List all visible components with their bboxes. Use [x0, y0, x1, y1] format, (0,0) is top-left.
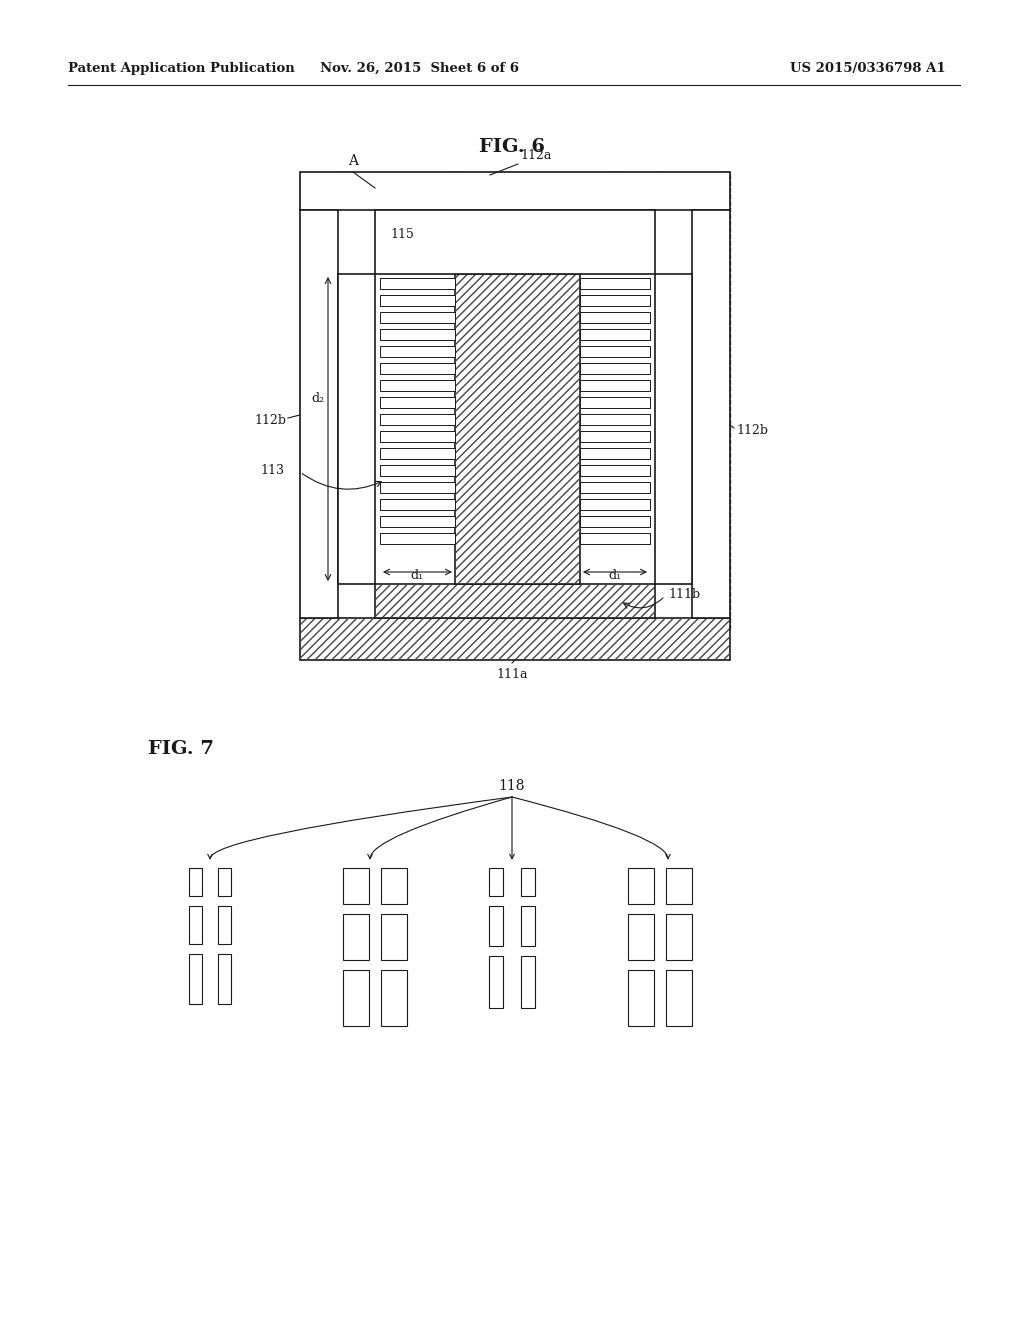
Bar — [380, 380, 455, 391]
Bar — [380, 447, 455, 459]
Bar — [380, 294, 455, 306]
FancyArrowPatch shape — [208, 797, 512, 859]
Bar — [218, 869, 231, 896]
Bar — [628, 970, 654, 1026]
Text: A: A — [348, 154, 358, 168]
Bar — [381, 869, 407, 904]
Bar — [338, 275, 375, 583]
Bar — [628, 869, 654, 904]
Bar — [300, 172, 730, 210]
Bar — [189, 869, 202, 896]
Bar — [628, 913, 654, 960]
Bar — [380, 533, 455, 544]
Bar — [580, 380, 650, 391]
Text: 112a: 112a — [520, 149, 551, 162]
Text: FIG. 6: FIG. 6 — [479, 139, 545, 156]
Bar — [655, 275, 692, 583]
Text: Nov. 26, 2015  Sheet 6 of 6: Nov. 26, 2015 Sheet 6 of 6 — [321, 62, 519, 75]
Bar — [521, 956, 535, 1008]
Bar — [218, 906, 231, 944]
Text: 115: 115 — [390, 228, 414, 242]
Text: 112b: 112b — [254, 413, 286, 426]
Bar — [343, 913, 369, 960]
Bar — [380, 499, 455, 510]
Bar — [381, 913, 407, 960]
Bar — [580, 533, 650, 544]
Text: 111a: 111a — [497, 668, 527, 681]
Bar — [580, 397, 650, 408]
Text: FIG. 7: FIG. 7 — [148, 741, 214, 758]
Bar — [343, 869, 369, 904]
Bar — [580, 329, 650, 341]
Bar — [489, 869, 503, 896]
FancyArrowPatch shape — [368, 797, 512, 859]
Bar — [666, 970, 692, 1026]
Bar — [380, 329, 455, 341]
FancyArrowPatch shape — [510, 797, 514, 859]
Bar — [580, 516, 650, 527]
Bar — [380, 397, 455, 408]
Bar — [375, 583, 655, 618]
Bar — [380, 432, 455, 442]
Bar — [375, 210, 655, 275]
Text: d₂: d₂ — [311, 392, 324, 405]
Text: US 2015/0336798 A1: US 2015/0336798 A1 — [790, 62, 945, 75]
Bar — [580, 447, 650, 459]
Bar — [380, 346, 455, 356]
Bar — [380, 516, 455, 527]
Bar — [489, 956, 503, 1008]
Bar — [300, 618, 730, 660]
Bar — [580, 432, 650, 442]
Text: Patent Application Publication: Patent Application Publication — [68, 62, 295, 75]
Bar — [380, 363, 455, 374]
Bar — [300, 210, 338, 618]
Bar — [666, 913, 692, 960]
FancyArrowPatch shape — [512, 797, 671, 859]
Bar — [300, 172, 730, 630]
Bar — [380, 414, 455, 425]
Bar — [580, 482, 650, 492]
Text: d₁: d₁ — [608, 569, 622, 582]
Bar — [189, 906, 202, 944]
Text: 111b: 111b — [668, 589, 700, 602]
Text: d₁: d₁ — [411, 569, 424, 582]
Bar — [580, 499, 650, 510]
Bar — [489, 906, 503, 946]
Bar — [343, 970, 369, 1026]
Text: 112b: 112b — [736, 424, 768, 437]
Bar — [380, 465, 455, 477]
Bar — [580, 465, 650, 477]
Text: 118: 118 — [499, 779, 525, 793]
Bar — [380, 279, 455, 289]
Text: 113: 113 — [260, 463, 284, 477]
Bar — [580, 279, 650, 289]
Bar — [455, 275, 580, 583]
Bar — [580, 414, 650, 425]
Bar — [380, 482, 455, 492]
Bar — [580, 312, 650, 323]
Bar — [381, 970, 407, 1026]
Bar — [580, 363, 650, 374]
Bar — [300, 618, 730, 660]
Bar — [580, 346, 650, 356]
Bar — [580, 294, 650, 306]
Bar — [218, 954, 231, 1005]
Bar — [521, 869, 535, 896]
Bar — [455, 275, 580, 583]
Bar — [666, 869, 692, 904]
Bar — [380, 312, 455, 323]
Bar — [692, 210, 730, 618]
Bar — [189, 954, 202, 1005]
Bar — [521, 906, 535, 946]
Bar — [375, 583, 655, 618]
